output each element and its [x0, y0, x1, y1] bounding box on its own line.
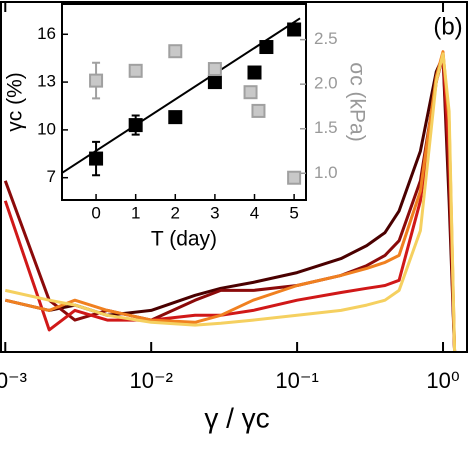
inset-x-label: T (day) — [151, 228, 217, 251]
inset-y-tick-label: 10 — [37, 119, 56, 138]
point — [89, 73, 104, 88]
point — [251, 103, 266, 118]
point — [243, 85, 258, 100]
inset-bg — [61, 3, 307, 201]
point — [259, 40, 274, 55]
point — [89, 151, 104, 166]
point — [207, 75, 222, 90]
inset-x-tick-label: 5 — [289, 203, 298, 222]
x-tick-label: 10⁻² — [129, 368, 172, 393]
x-tick-label: 10⁰ — [426, 368, 459, 393]
inset-x-tick-label: 0 — [91, 203, 100, 222]
point — [128, 63, 143, 78]
inset-x-tick-label: 3 — [210, 203, 219, 222]
x-tick-label: 10⁻³ — [0, 368, 27, 393]
inset-y2-tick-label: 1.0 — [314, 163, 338, 182]
point — [287, 22, 302, 37]
inset-y2-tick-label: 2.0 — [314, 74, 338, 93]
inset-x-tick-label: 4 — [250, 203, 259, 222]
inset-y-tick-label: 7 — [47, 167, 56, 186]
point — [168, 110, 183, 125]
inset-y2-tick-label: 1.5 — [314, 118, 338, 137]
inset-y-tick-label: 16 — [37, 24, 56, 43]
inset-y2-label: σc (kPa) — [345, 62, 368, 141]
panel-label: (b) — [433, 13, 462, 40]
point — [168, 44, 183, 59]
inset-y2-tick-label: 2.5 — [314, 29, 338, 48]
point — [287, 170, 302, 185]
inset-y-tick-label: 13 — [37, 72, 56, 91]
inset-x-tick-label: 2 — [171, 203, 180, 222]
inset-y-label: γc (%) — [4, 72, 27, 132]
point — [247, 65, 262, 80]
x-axis-label: γ / γc — [204, 402, 269, 433]
inset-x-tick-label: 1 — [131, 203, 140, 222]
plot-frame — [0, 1, 468, 353]
point — [207, 62, 222, 77]
x-tick-label: 10⁻¹ — [275, 368, 318, 393]
curve — [4, 52, 457, 352]
point — [128, 118, 143, 133]
